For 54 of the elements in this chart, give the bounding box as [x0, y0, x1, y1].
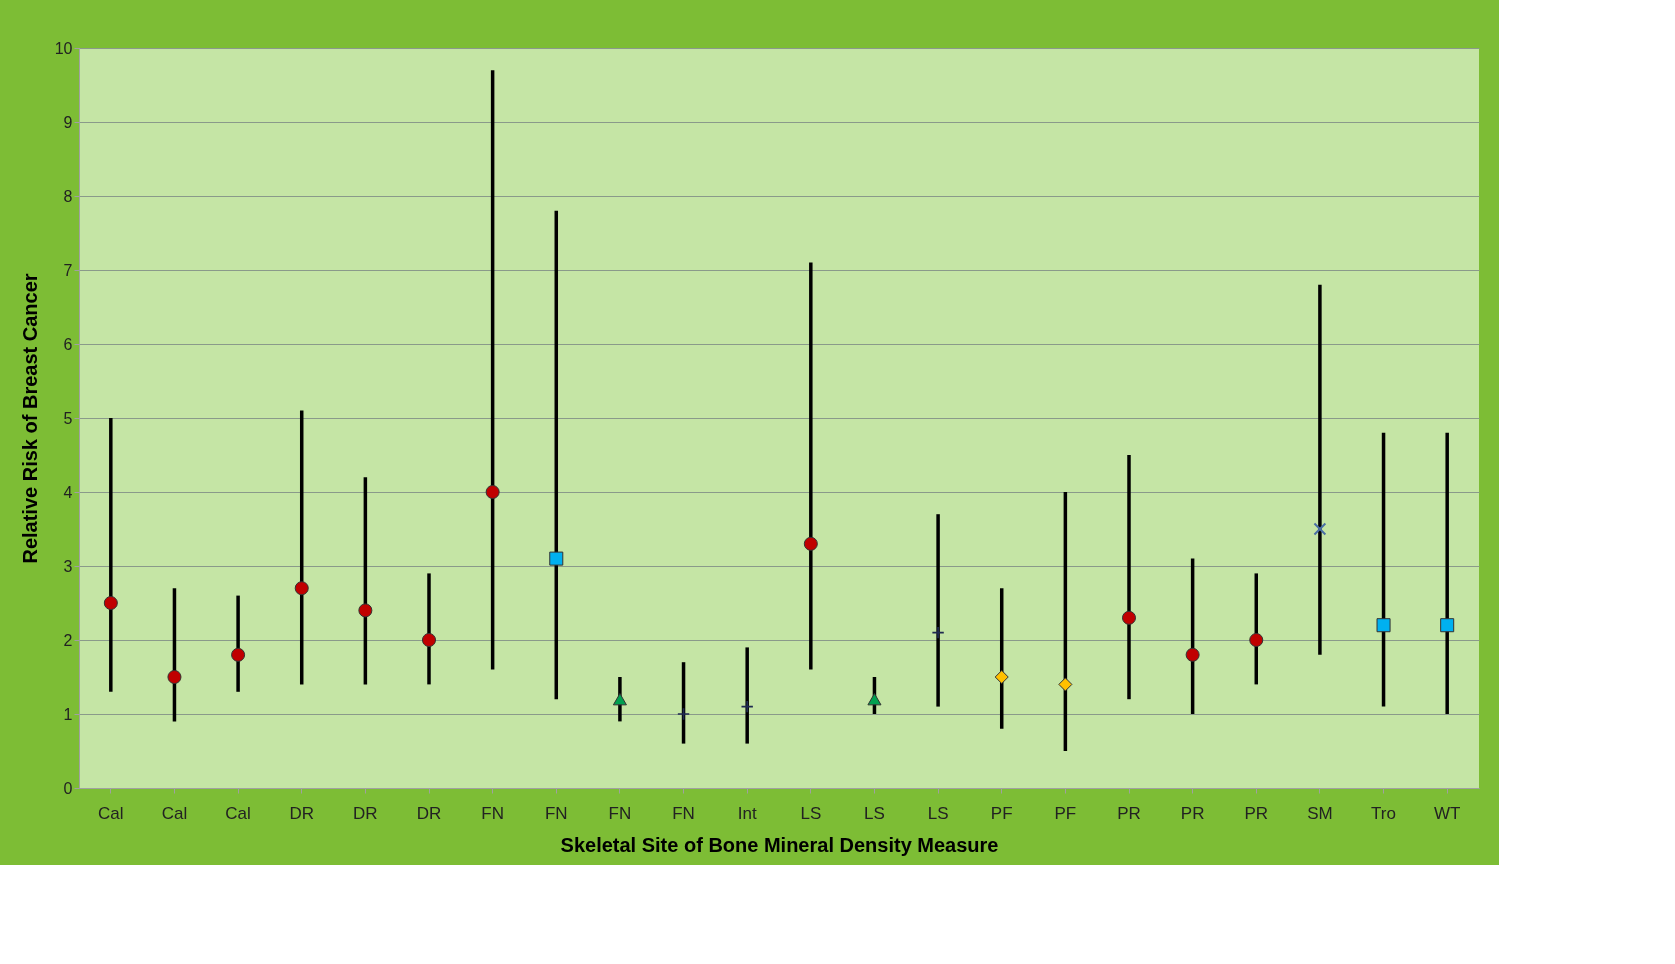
y-tick-label: 5: [63, 409, 73, 427]
y-tick-label: 2: [63, 631, 73, 649]
point: [1121, 610, 1137, 625]
point: [1376, 618, 1391, 633]
x-tick-label: PR: [1180, 803, 1205, 823]
x-tick-label: DR: [289, 803, 315, 823]
x-tick-label: FN: [608, 803, 632, 823]
y-tick-label: 9: [63, 113, 73, 131]
x-tick-label: PR: [1244, 803, 1269, 823]
point: [231, 647, 246, 662]
x-tick-label: FN: [544, 803, 568, 823]
x-tick-label: DR: [353, 803, 378, 823]
x-tick-label: LS: [864, 803, 885, 823]
point: [167, 669, 182, 685]
x-tick-label: SM: [1307, 803, 1333, 823]
x-tick-label: DR: [416, 803, 442, 823]
point: [358, 603, 373, 618]
x-tick-label: PR: [1117, 803, 1141, 823]
point: [803, 536, 818, 551]
y-tick-label: 10: [54, 39, 73, 57]
x-tick-label: Cal: [98, 803, 124, 823]
point: [294, 581, 309, 596]
y-axis-title: Relative Risk of Breast Cancer: [18, 273, 41, 564]
x-tick-label: Cal: [225, 803, 251, 823]
point: [1058, 677, 1073, 692]
point: [103, 595, 118, 611]
y-tick-label: 3: [63, 557, 73, 575]
x-tick-label: WT: [1433, 803, 1461, 823]
x-tick-label: FN: [672, 803, 695, 823]
y-tick-label: 7: [63, 261, 73, 279]
x-tick-label: LS: [927, 803, 949, 823]
point: [612, 693, 627, 706]
x-tick-label: Tro: [1371, 803, 1396, 823]
x-tick-label: Cal: [161, 803, 188, 823]
y-tick-label: 6: [63, 335, 73, 353]
point: [994, 669, 1009, 685]
x-tick-label: LS: [800, 803, 822, 823]
point: [1249, 632, 1264, 648]
y-tick-label: 1: [63, 705, 73, 723]
x-axis-title: Skeletal Site of Bone Mineral Density Measure: [560, 833, 999, 856]
x-tick-label: Int: [737, 803, 757, 823]
point: [485, 484, 500, 500]
x-tick-label: PF: [990, 803, 1013, 823]
point: [1185, 647, 1200, 662]
point: [1440, 618, 1455, 633]
x-tick-label: PF: [1054, 803, 1077, 823]
y-tick-label: 8: [63, 187, 73, 205]
y-tick-label: 4: [63, 483, 73, 501]
point: [1313, 522, 1327, 536]
point: [421, 632, 437, 648]
y-tick-label: 0: [63, 779, 73, 797]
point: [549, 551, 564, 566]
point: [867, 693, 882, 706]
x-tick-label: FN: [481, 803, 504, 823]
